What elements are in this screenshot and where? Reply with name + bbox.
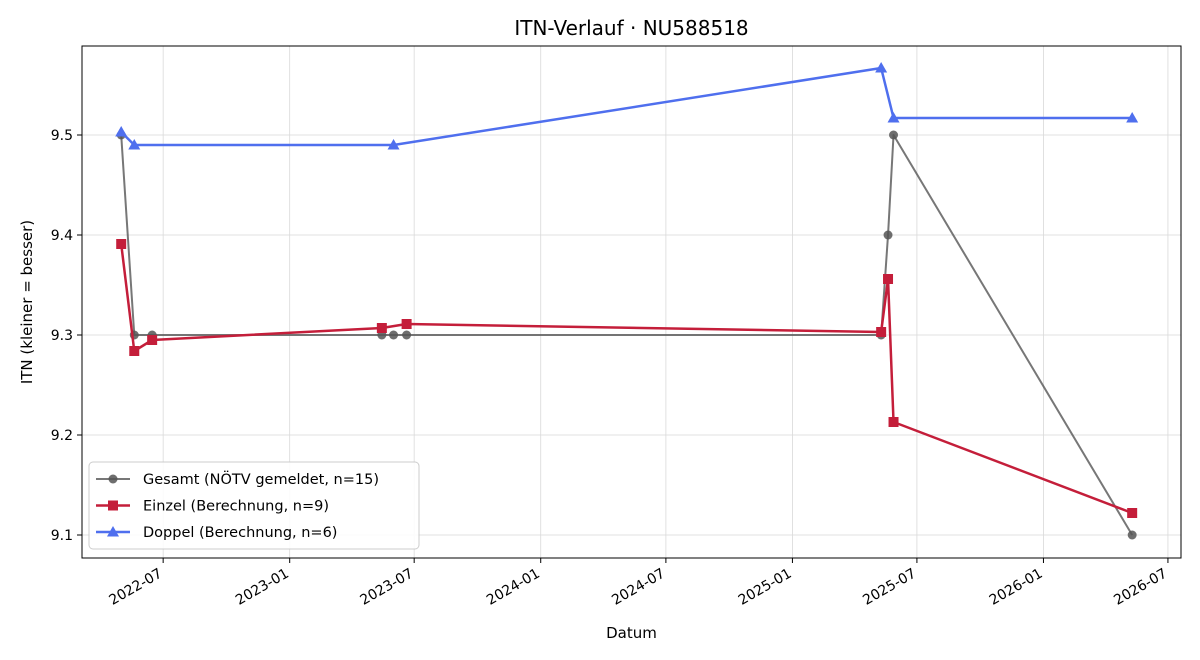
series-line [120, 134, 1134, 536]
data-point [389, 330, 399, 340]
series-3 [115, 62, 1139, 150]
y-tick-label: 9.4 [51, 228, 73, 244]
data-point [887, 112, 900, 123]
legend-label: Gesamt (NÖTV gemeldet, n=15) [143, 470, 379, 488]
x-axis-title: Datum [606, 624, 657, 642]
data-point [875, 62, 888, 73]
data-point [1127, 508, 1138, 518]
legend-entry: Doppel (Berechnung, n=6) [96, 525, 337, 541]
legend-marker [108, 500, 118, 511]
legend-entries: Gesamt (NÖTV gemeldet, n=15) Einzel (Bere… [96, 470, 379, 541]
y-axis-title: ITN (kleiner = besser) [18, 220, 36, 384]
data-point [876, 327, 887, 337]
legend-marker [108, 474, 118, 484]
y-tick-label: 9.3 [51, 328, 73, 344]
data-point [883, 230, 893, 240]
legend-box [88, 461, 420, 550]
data-point [116, 239, 127, 249]
data-point [128, 139, 141, 150]
legend-marker [107, 526, 119, 537]
legend-entry: Gesamt (NÖTV gemeldet, n=15) [96, 470, 379, 488]
series-1 [116, 130, 1137, 540]
data-point [402, 330, 412, 340]
data-point [147, 335, 158, 345]
chart-title: ITN-Verlauf · NU588518 [514, 16, 748, 40]
data-point [387, 139, 400, 150]
series-layer [115, 62, 1139, 540]
data-point [376, 323, 387, 333]
y-tick-label: 9.5 [51, 128, 73, 144]
series-2 [116, 239, 1138, 518]
data-point [1127, 530, 1137, 540]
y-tick-label: 9.1 [51, 528, 73, 544]
data-point [888, 417, 899, 427]
legend-label: Einzel (Berechnung, n=9) [143, 499, 329, 515]
data-point [401, 319, 412, 329]
y-tick-label: 9.2 [51, 428, 73, 444]
legend-label: Doppel (Berechnung, n=6) [143, 525, 337, 541]
legend-entry: Einzel (Berechnung, n=9) [96, 499, 329, 515]
data-point [115, 126, 128, 137]
data-point [889, 130, 899, 140]
legend: Gesamt (NÖTV gemeldet, n=15) Einzel (Bere… [88, 461, 420, 550]
data-point [883, 274, 894, 284]
plot-frame [81, 45, 1182, 559]
data-point [129, 346, 140, 356]
data-point [1126, 112, 1139, 123]
